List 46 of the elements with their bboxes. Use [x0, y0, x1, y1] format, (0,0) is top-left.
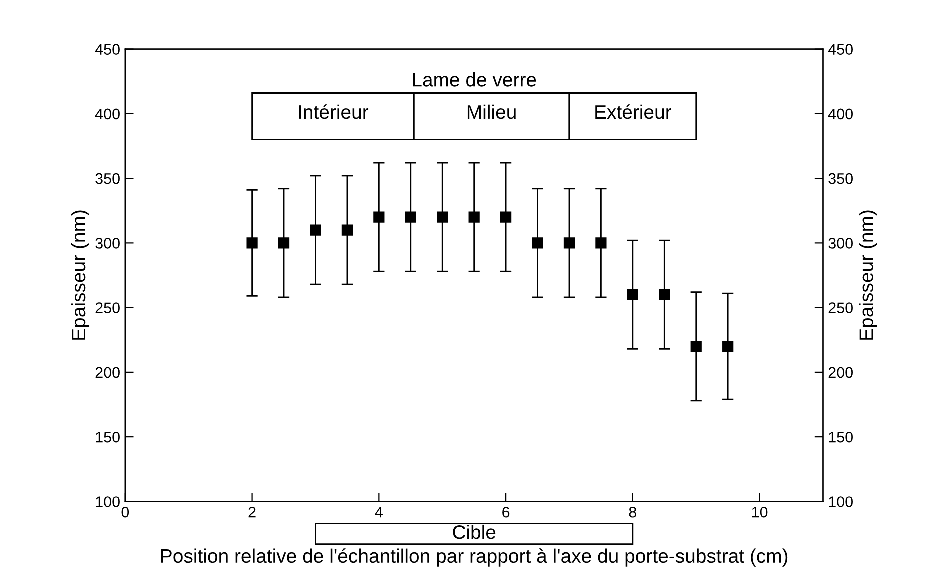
- point: [532, 238, 544, 249]
- y-tick-label: 350: [96, 173, 120, 184]
- annotation: Milieu: [468, 104, 516, 120]
- y2-tick-label: 250: [828, 302, 853, 314]
- annotation: Extérieur: [596, 104, 672, 120]
- y2-tick-label: 350: [828, 173, 853, 184]
- y2-tick-label: 400: [828, 108, 853, 120]
- point: [437, 212, 448, 223]
- point: [564, 238, 576, 249]
- point: [342, 224, 354, 236]
- point: [310, 224, 322, 236]
- point: [659, 289, 670, 300]
- y-tick-label: 450: [95, 44, 120, 55]
- y2-tick-label: 200: [828, 367, 853, 378]
- x-tick-label: 6: [502, 506, 510, 518]
- x-tick-label: 10: [752, 506, 768, 518]
- point: [246, 238, 258, 249]
- annotation: Lame de verre: [413, 72, 536, 87]
- y-tick-label: 100: [96, 496, 120, 508]
- point: [468, 212, 480, 223]
- y2-tick-label: 100: [829, 496, 853, 508]
- text: Cible: [453, 524, 496, 540]
- x-tick-label: 2: [248, 506, 256, 518]
- x-axis-title: Position relative de l'échantillon par rapport à l'axe du porte-substrat (cm): [162, 548, 788, 567]
- point: [374, 212, 385, 223]
- y-tick-label: 200: [96, 367, 120, 378]
- point: [500, 212, 512, 223]
- y2-tick-label: 450: [828, 44, 853, 55]
- y-axis-title: Epaisseur (nm): [71, 210, 90, 340]
- y-tick-label: 400: [95, 108, 120, 120]
- point: [405, 212, 416, 223]
- x-tick-label: 0: [122, 506, 130, 518]
- x-tick-label: 4: [375, 507, 383, 518]
- point: [722, 341, 734, 352]
- point: [278, 238, 290, 249]
- y2-axis-title: Epaisseur (nm): [859, 210, 878, 340]
- annotation: Intérieur: [299, 104, 369, 120]
- y2-tick-label: 300: [828, 238, 853, 249]
- y-tick-label: 250: [96, 302, 120, 314]
- point: [690, 341, 702, 352]
- y-tick-label: 150: [96, 432, 120, 443]
- x-tick-label: 8: [629, 506, 637, 518]
- point: [627, 289, 638, 300]
- y-tick-label: 300: [96, 238, 120, 249]
- point: [596, 238, 607, 249]
- y2-tick-label: 150: [829, 432, 853, 443]
